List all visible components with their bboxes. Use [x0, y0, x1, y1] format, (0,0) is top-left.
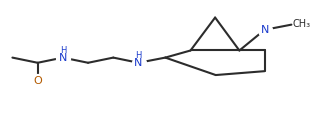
Text: N: N	[260, 25, 269, 35]
Text: CH₃: CH₃	[293, 19, 311, 29]
Text: N: N	[59, 53, 67, 63]
Text: O: O	[33, 76, 42, 86]
Text: N: N	[134, 58, 143, 68]
Text: H: H	[135, 51, 142, 60]
Text: H: H	[60, 46, 66, 55]
